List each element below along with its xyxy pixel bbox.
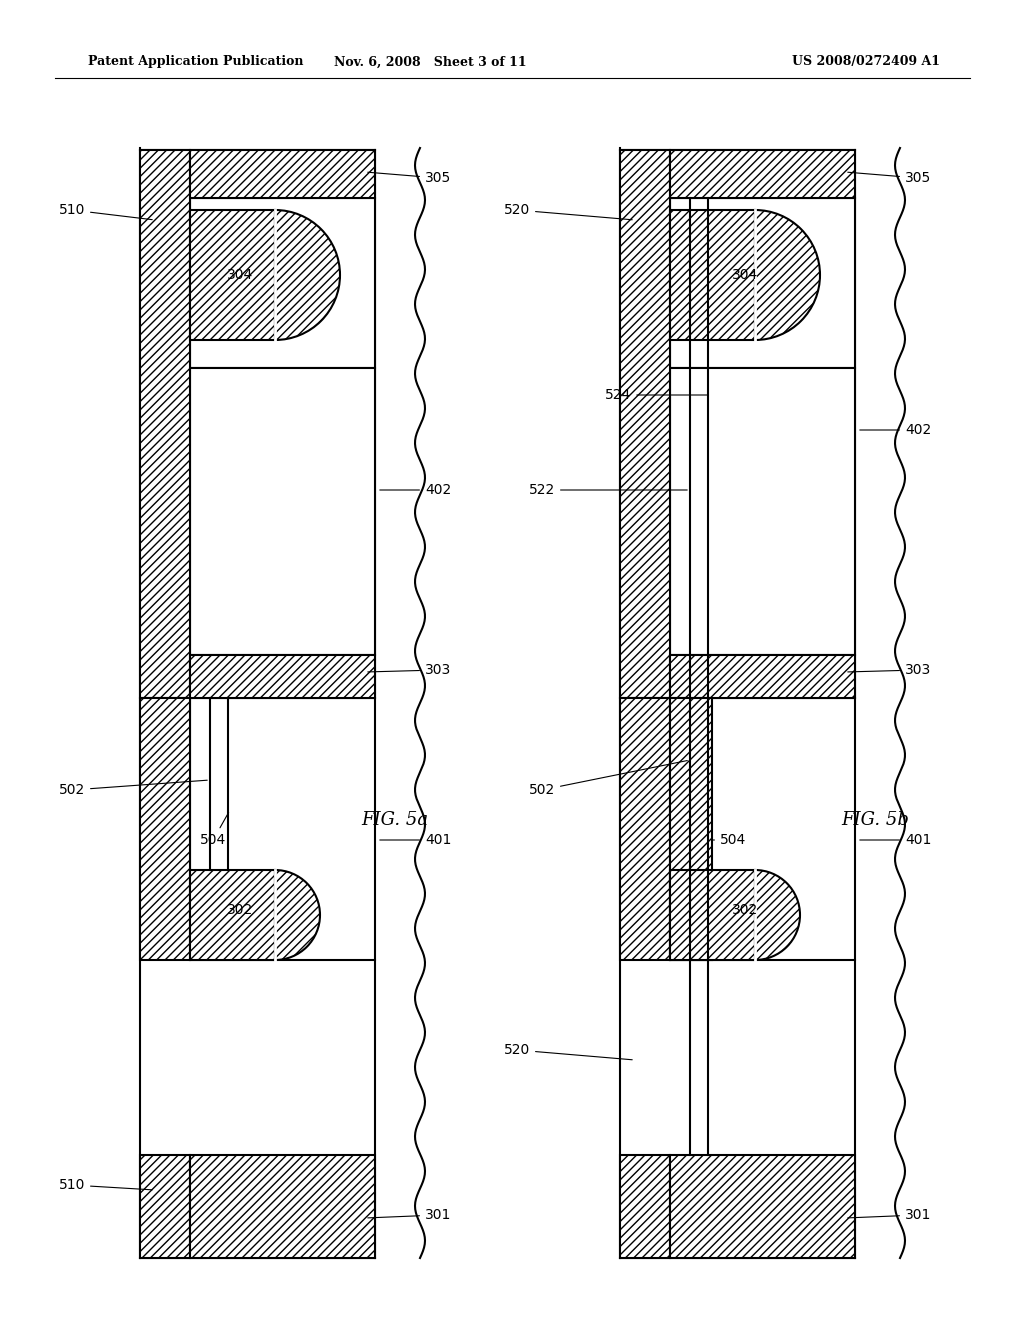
- Text: 504: 504: [713, 833, 746, 847]
- Bar: [670, 198, 855, 368]
- Bar: [190, 198, 375, 368]
- Bar: [670, 870, 755, 960]
- Text: 305: 305: [368, 172, 452, 185]
- Text: 303: 303: [368, 663, 452, 677]
- Bar: [670, 150, 855, 198]
- Text: 302: 302: [227, 903, 253, 917]
- Text: 502: 502: [528, 760, 687, 797]
- Text: 303: 303: [848, 663, 931, 677]
- Wedge shape: [275, 210, 340, 341]
- Wedge shape: [755, 870, 800, 960]
- Bar: [670, 698, 712, 960]
- Bar: [190, 368, 375, 655]
- Bar: [670, 1155, 855, 1258]
- Bar: [670, 655, 855, 698]
- Text: 522: 522: [528, 483, 687, 498]
- Bar: [190, 150, 375, 198]
- Bar: [670, 210, 755, 341]
- Text: Nov. 6, 2008   Sheet 3 of 11: Nov. 6, 2008 Sheet 3 of 11: [334, 55, 526, 69]
- Text: 301: 301: [848, 1208, 932, 1222]
- Bar: [190, 210, 275, 341]
- Text: 510: 510: [58, 1177, 153, 1192]
- Text: 401: 401: [380, 833, 452, 847]
- Text: 504: 504: [200, 812, 228, 847]
- Text: 502: 502: [58, 780, 207, 797]
- Text: US 2008/0272409 A1: US 2008/0272409 A1: [792, 55, 940, 69]
- Wedge shape: [275, 870, 319, 960]
- Text: 520: 520: [504, 1043, 632, 1060]
- Text: 302: 302: [732, 903, 758, 917]
- Text: FIG. 5a: FIG. 5a: [361, 810, 429, 829]
- Text: Patent Application Publication: Patent Application Publication: [88, 55, 303, 69]
- Text: 402: 402: [860, 422, 931, 437]
- Text: 520: 520: [504, 203, 632, 219]
- Text: 304: 304: [732, 268, 758, 282]
- Bar: [620, 150, 670, 698]
- Bar: [620, 698, 670, 960]
- Text: 402: 402: [380, 483, 452, 498]
- Bar: [670, 698, 855, 960]
- Bar: [140, 1155, 190, 1258]
- Text: 510: 510: [58, 203, 153, 219]
- Bar: [190, 655, 375, 698]
- Text: 301: 301: [368, 1208, 452, 1222]
- Bar: [190, 870, 275, 960]
- Bar: [670, 368, 855, 655]
- Bar: [620, 1155, 670, 1258]
- Bar: [140, 150, 190, 698]
- Text: 305: 305: [848, 172, 931, 185]
- Text: 401: 401: [860, 833, 932, 847]
- Text: 524: 524: [605, 388, 708, 403]
- Wedge shape: [755, 210, 820, 341]
- Bar: [190, 1155, 375, 1258]
- Bar: [140, 698, 190, 960]
- Text: 304: 304: [227, 268, 253, 282]
- Text: FIG. 5b: FIG. 5b: [841, 810, 909, 829]
- Bar: [190, 698, 375, 960]
